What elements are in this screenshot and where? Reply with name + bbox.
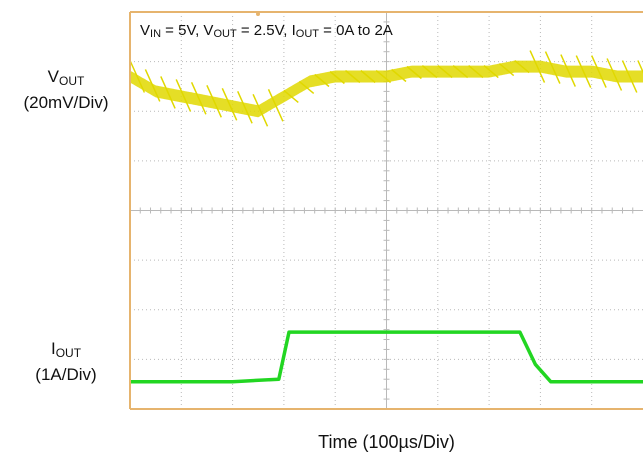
x-axis-label: Time (100µs/Div) <box>318 432 455 452</box>
vout-scale-label: (20mV/Div) <box>23 93 109 112</box>
vout-envelope <box>130 60 643 118</box>
iout-scale-label: (1A/Div) <box>35 365 97 384</box>
vout-axis-label: VOUT (20mV/Div) <box>4 66 128 113</box>
trigger-marker <box>256 12 260 16</box>
iout-trace <box>130 330 643 384</box>
vout-ripple <box>129 50 643 127</box>
iout-axis-label: IOUT (1A/Div) <box>4 338 128 385</box>
chart-title: VIN = 5V, VOUT = 2.5V, IOUT = 0A to 2A <box>140 22 393 40</box>
vout-trace <box>129 50 643 127</box>
iout-line <box>130 330 643 384</box>
